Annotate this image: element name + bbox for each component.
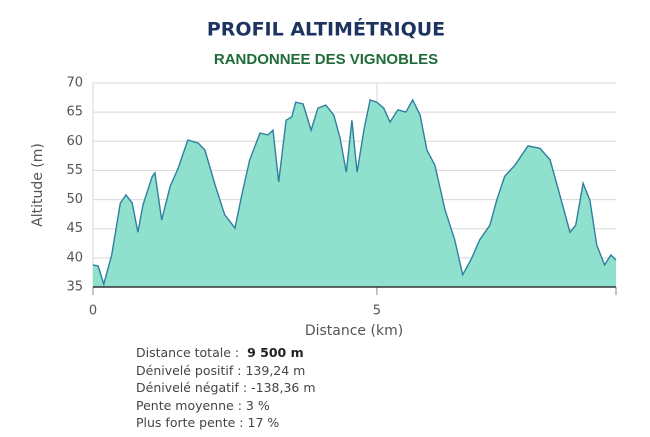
stat-label: Dénivelé positif : — [136, 362, 242, 378]
x-tick-label: 0 — [89, 304, 97, 319]
stat-row: Distance totale : 9 500 m — [136, 344, 316, 362]
stat-row: Dénivelé négatif : -138,36 m — [136, 379, 316, 397]
stat-value: 139,24 m — [245, 362, 306, 378]
x-tick-label: 5 — [373, 304, 381, 319]
y-tick-label: 40 — [66, 250, 83, 265]
y-tick-label: 35 — [66, 280, 83, 295]
y-tick-label: 70 — [66, 76, 83, 91]
stat-row: Plus forte pente :17 % — [136, 414, 316, 432]
stat-row: Pente moyenne :3 % — [136, 397, 316, 415]
chart-subtitle: RANDONNEE DES VIGNOBLES — [214, 51, 438, 68]
stat-label: Plus forte pente : — [136, 415, 244, 430]
stat-label: Dénivelé négatif : — [136, 380, 248, 395]
stat-label: Pente moyenne : — [136, 397, 242, 413]
y-tick-label: 55 — [66, 163, 83, 178]
stat-value: 17 % — [247, 415, 280, 430]
y-axis-label: Altitude (m) — [30, 143, 46, 227]
y-tick-label: 50 — [66, 192, 83, 207]
y-tick-label: 45 — [66, 221, 83, 236]
stat-value: 3 % — [245, 397, 270, 413]
stats: Distance totale : 9 500 m Dénivelé positif… — [136, 344, 316, 432]
x-axis-label: Distance (km) — [305, 323, 403, 339]
stat-row: Dénivelé positif :139,24 m — [136, 362, 316, 380]
chart-title: PROFIL ALTIMÉTRIQUE — [207, 18, 445, 41]
stat-value: -138,36 m — [251, 380, 316, 395]
area — [93, 99, 616, 288]
stat-value: 9 500 m — [247, 345, 304, 360]
y-tick-label: 60 — [66, 134, 83, 149]
y-tick-label: 65 — [66, 105, 83, 120]
stat-label: Distance totale : — [136, 345, 240, 360]
line — [92, 98, 617, 287]
chart: PROFIL ALTIMÉTRIQUE RANDONNEE DES VIGNOB… — [30, 18, 617, 339]
